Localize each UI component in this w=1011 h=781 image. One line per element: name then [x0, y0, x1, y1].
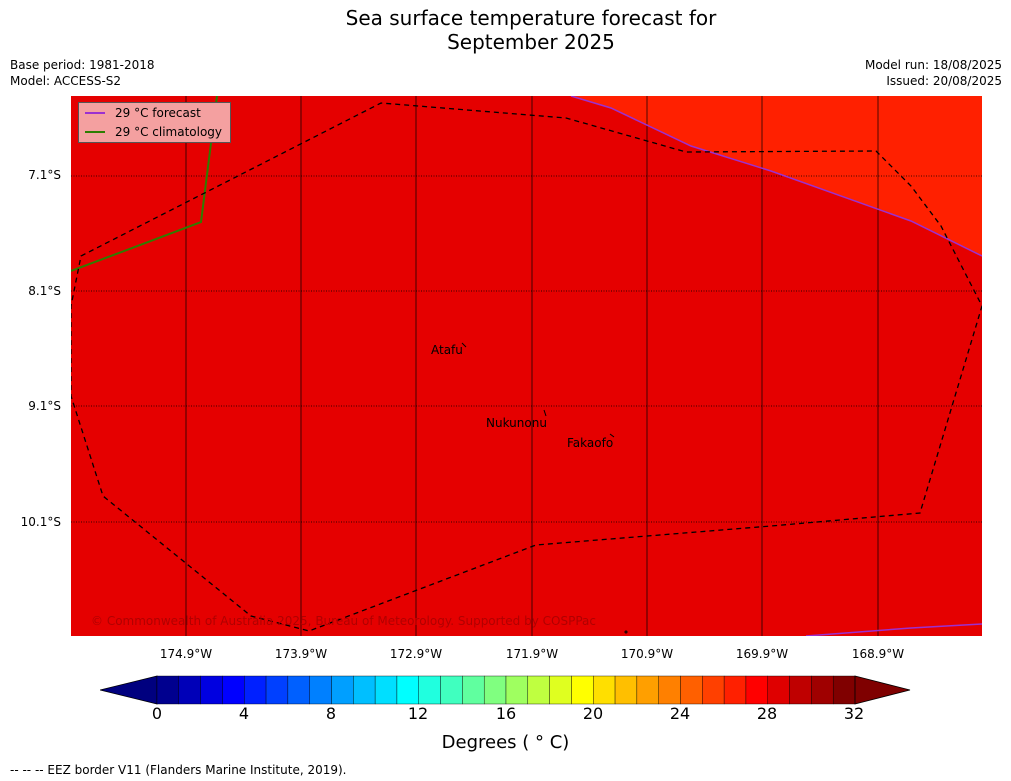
model-run: Model run: 18/08/2025 [864, 58, 1002, 72]
lon-label: 170.9°W [620, 647, 674, 661]
colorbar-tick: 24 [669, 704, 691, 723]
colorbar-bin [265, 675, 289, 705]
colorbar-tick: 4 [238, 704, 250, 723]
copyright-notice: © Commonwealth of Australia 2025, Bureau… [91, 614, 596, 628]
colorbar-tick: 16 [495, 704, 517, 723]
colorbar-bin [527, 675, 550, 705]
colorbar-bin [222, 675, 245, 705]
climatology-line-swatch [85, 131, 105, 133]
colorbar-bin [353, 675, 376, 705]
sst-warm-region [571, 96, 982, 256]
colorbar-bin [374, 675, 398, 705]
colorbar-bin [680, 675, 703, 705]
colorbar-svg [99, 675, 911, 705]
colorbar-bin [418, 675, 441, 705]
parallels [71, 175, 982, 523]
fakaofo-island [609, 433, 615, 438]
colorbar-bin [178, 675, 201, 705]
issued-date: Issued: 20/08/2025 [886, 74, 1002, 88]
colorbar-bin [614, 675, 638, 705]
colorbar-bin [309, 675, 332, 705]
colorbar-bin [462, 675, 485, 705]
colorbar [99, 675, 912, 705]
legend-forecast: 29 °C forecast [85, 105, 201, 121]
meta-right: Model run: 18/08/2025 Issued: 20/08/2025 [865, 57, 1002, 89]
lat-label: 10.1°S [20, 515, 61, 529]
colorbar-bin [658, 675, 681, 705]
map-legend: 29 °C forecast 29 °C climatology [78, 102, 231, 143]
colorbar-bin [723, 675, 747, 705]
place-fakaofo: Fakaofo [567, 436, 614, 450]
lat-label: 7.1°S [28, 168, 61, 182]
colorbar-bin [767, 675, 790, 705]
legend-climatology: 29 °C climatology [85, 124, 222, 140]
colorbar-label: Degrees ( ° C) [441, 732, 570, 753]
small-island [624, 630, 628, 634]
nukunonu-island [543, 409, 547, 417]
colorbar-bin [571, 675, 594, 705]
title-line-1: Sea surface temperature forecast for [345, 6, 717, 30]
chart-title: Sea surface temperature forecast for Sep… [0, 6, 1011, 54]
colorbar-tick: 0 [151, 704, 163, 723]
model-name: Model: ACCESS-S2 [10, 74, 122, 88]
lon-label: 172.9°W [389, 647, 443, 661]
colorbar-low-extend [99, 675, 158, 705]
colorbar-tick: 28 [756, 704, 778, 723]
forecast-line-swatch [85, 112, 105, 114]
colorbar-tick: 20 [582, 704, 604, 723]
forecast-isotherm [570, 96, 982, 257]
lat-label: 8.1°S [28, 284, 61, 298]
colorbar-bin [745, 675, 768, 705]
colorbar-bin [549, 675, 572, 705]
place-atafu: Atafu [431, 343, 463, 357]
place-nukunonu: Nukunonu [486, 416, 547, 430]
colorbar-bin [636, 675, 659, 705]
colorbar-bin [440, 675, 463, 705]
colorbar-bin [287, 675, 310, 705]
colorbar-bin [811, 675, 834, 705]
colorbar-bin [331, 675, 354, 705]
lon-label: 173.9°W [274, 647, 328, 661]
colorbar-high-extend [854, 675, 911, 705]
atafu-island [461, 342, 467, 348]
map-svg [71, 96, 982, 636]
eez-border [71, 102, 982, 632]
colorbar-bin [156, 675, 180, 705]
lon-label: 169.9°W [735, 647, 789, 661]
colorbar-bin [593, 675, 616, 705]
colorbar-tick: 8 [325, 704, 337, 723]
legend-climatology-label: 29 °C climatology [115, 125, 223, 139]
meta-left: Base period: 1981-2018 Model: ACCESS-S2 [10, 57, 155, 89]
colorbar-bin [200, 675, 223, 705]
colorbar-bin [483, 675, 507, 705]
colorbar-bin [702, 675, 725, 705]
lon-label: 174.9°W [159, 647, 213, 661]
colorbar-tick: 32 [843, 704, 865, 723]
colorbar-bin [832, 675, 856, 705]
legend-forecast-label: 29 °C forecast [115, 106, 201, 120]
colorbar-tick: 12 [407, 704, 429, 723]
lat-label: 9.1°S [28, 399, 61, 413]
colorbar-bin [244, 675, 267, 705]
forecast-isotherm-bottom [805, 623, 982, 636]
colorbar-bin [789, 675, 812, 705]
base-period: Base period: 1981-2018 [10, 58, 155, 72]
title-line-2: September 2025 [447, 30, 615, 54]
eez-footnote: -- -- -- EEZ border V11 (Flanders Marine… [10, 763, 347, 777]
islands [461, 342, 628, 634]
colorbar-bin [396, 675, 419, 705]
sst-map [71, 96, 982, 636]
gridlines [185, 96, 879, 636]
lon-label: 168.9°W [851, 647, 905, 661]
colorbar-bin [505, 675, 529, 705]
lon-label: 171.9°W [505, 647, 559, 661]
